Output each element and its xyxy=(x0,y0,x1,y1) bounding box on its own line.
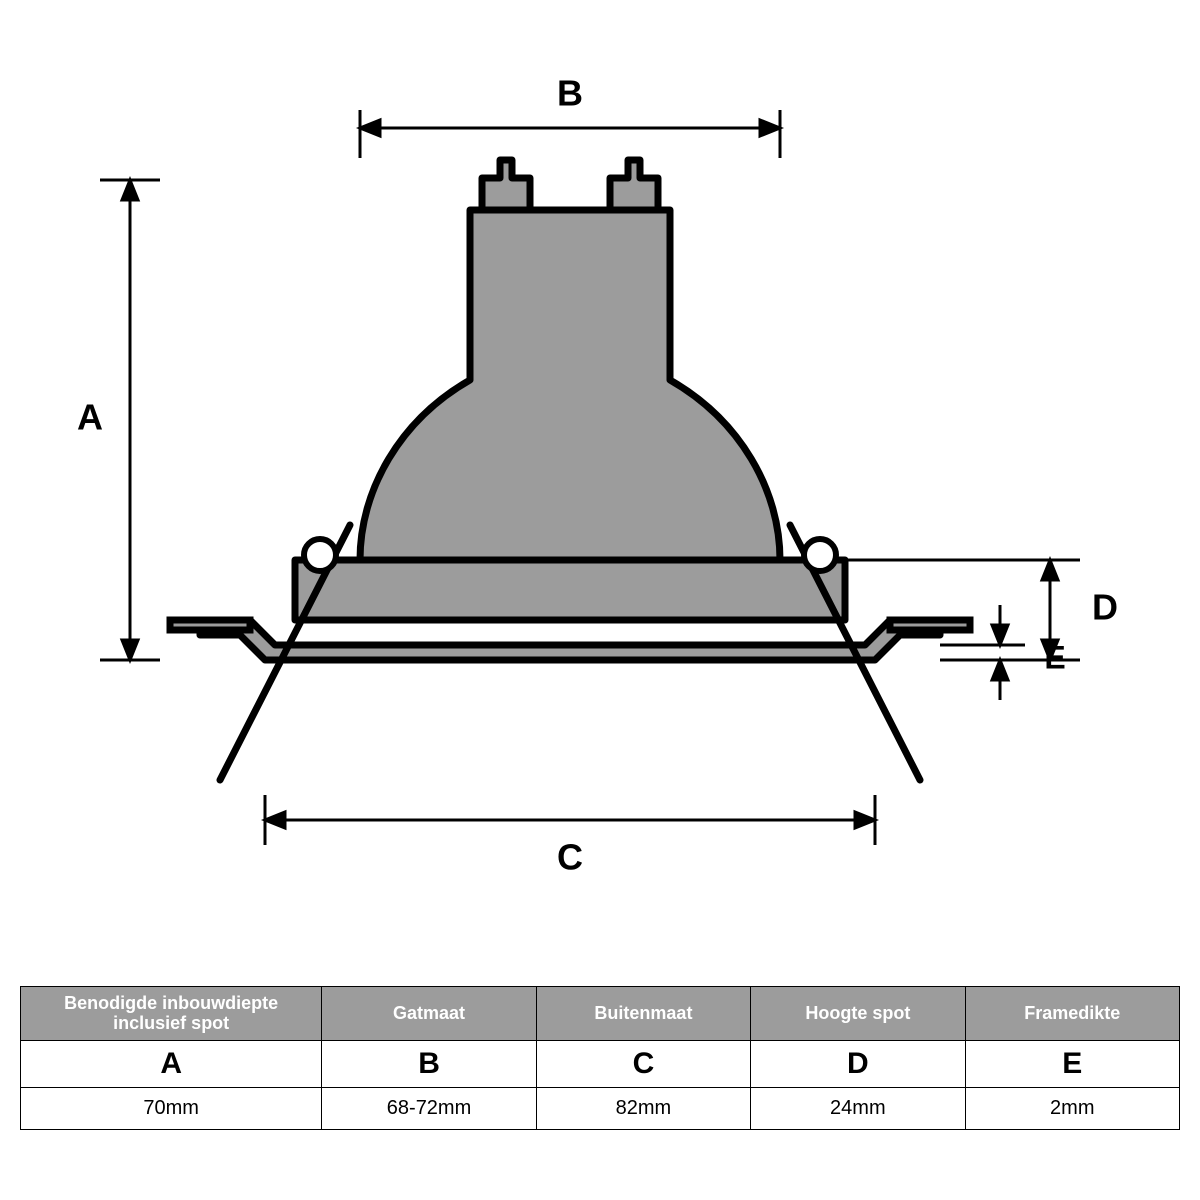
col-header-0: Benodigde inbouwdiepte inclusief spot xyxy=(21,986,322,1040)
col-header-4: Framedikte xyxy=(965,986,1179,1040)
table-header-row: Benodigde inbouwdiepte inclusief spot Ga… xyxy=(21,986,1180,1040)
cell-value-1: 68-72mm xyxy=(322,1088,536,1130)
cell-value-4: 2mm xyxy=(965,1088,1179,1130)
cell-letter-4: E xyxy=(965,1041,1179,1088)
dim-label-c: C xyxy=(557,837,583,878)
dim-label-a: A xyxy=(77,397,103,438)
cell-letter-1: B xyxy=(322,1041,536,1088)
table-letter-row: A B C D E xyxy=(21,1041,1180,1088)
dim-label-e: E xyxy=(1044,639,1065,675)
dim-label-d: D xyxy=(1092,587,1118,628)
cell-letter-0: A xyxy=(21,1041,322,1088)
dimensions-table-container: Benodigde inbouwdiepte inclusief spot Ga… xyxy=(20,986,1180,1130)
col-header-2: Buitenmaat xyxy=(536,986,750,1040)
dim-label-b: B xyxy=(557,73,583,114)
cell-value-0: 70mm xyxy=(21,1088,322,1130)
cell-value-2: 82mm xyxy=(536,1088,750,1130)
table-value-row: 70mm 68-72mm 82mm 24mm 2mm xyxy=(21,1088,1180,1130)
col-header-1: Gatmaat xyxy=(322,986,536,1040)
cell-value-3: 24mm xyxy=(751,1088,965,1130)
cell-letter-2: C xyxy=(536,1041,750,1088)
technical-diagram: B A C D E xyxy=(40,60,1160,900)
diagram-svg: B A C D E xyxy=(40,60,1160,900)
col-header-3: Hoogte spot xyxy=(751,986,965,1040)
cell-letter-3: D xyxy=(751,1041,965,1088)
dimensions-table: Benodigde inbouwdiepte inclusief spot Ga… xyxy=(20,986,1180,1130)
